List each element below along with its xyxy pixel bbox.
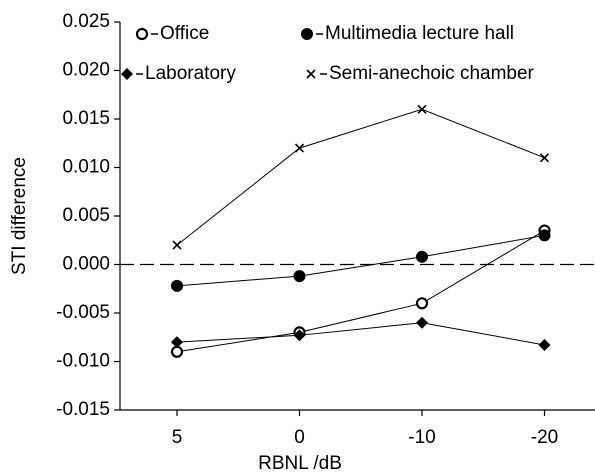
x-tick-label: -10	[408, 427, 435, 448]
series-line	[176, 322, 545, 346]
marker	[416, 316, 428, 329]
marker	[539, 153, 550, 163]
marker	[135, 27, 149, 41]
marker	[171, 336, 183, 349]
marker	[293, 270, 306, 283]
marker	[171, 279, 183, 292]
y-tick-label: -0.005	[56, 302, 110, 323]
marker	[301, 28, 313, 40]
y-tick-label: 0.005	[62, 205, 110, 226]
legend-label: Semi-anechoic chamber	[329, 63, 535, 84]
marker	[172, 240, 182, 250]
series-line	[176, 234, 545, 287]
marker	[416, 250, 428, 263]
x-tick-label: -20	[531, 427, 558, 448]
y-tick-label: 0.020	[62, 60, 110, 81]
y-tick-label: -0.010	[56, 351, 110, 372]
series-line	[176, 108, 545, 246]
marker	[538, 229, 551, 242]
marker	[170, 345, 184, 358]
y-tick-label: -0.015	[56, 399, 110, 420]
marker	[306, 69, 316, 79]
legend-label: Office	[160, 23, 209, 44]
y-tick-label: 0.000	[62, 254, 110, 275]
marker	[293, 329, 306, 342]
marker	[417, 104, 427, 114]
series-line	[176, 230, 545, 353]
y-tick-label: 0.015	[62, 108, 110, 129]
y-axis-label: STI difference	[9, 157, 30, 275]
marker	[538, 339, 551, 352]
y-tick-label: 0.010	[62, 157, 110, 178]
legend-label: Multimedia lecture hall	[325, 23, 514, 44]
legend-label: Laboratory	[145, 63, 236, 84]
marker	[294, 143, 305, 153]
x-axis-label: RBNL /dB	[258, 453, 342, 474]
marker	[121, 68, 133, 80]
x-tick-label: 5	[172, 427, 183, 448]
y-tick-label: 0.025	[62, 11, 110, 32]
marker	[415, 297, 429, 310]
x-tick-label: 0	[294, 427, 305, 448]
